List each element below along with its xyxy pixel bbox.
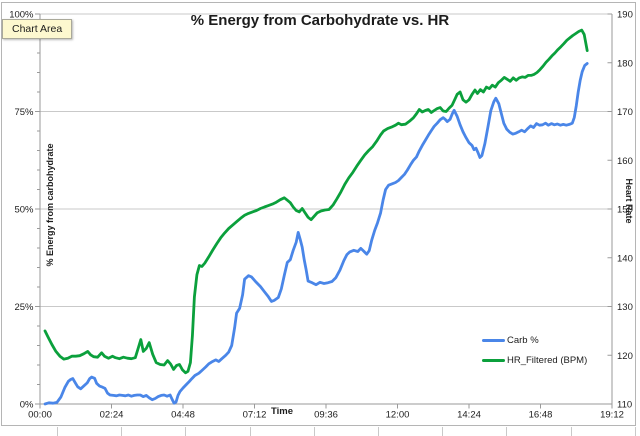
y-right-tick-label: 120 bbox=[617, 351, 633, 362]
worksheet-column-gridline bbox=[121, 427, 122, 436]
chart-area-frame[interactable] bbox=[1, 2, 636, 426]
x-axis-tick-label: 14:24 bbox=[457, 410, 481, 421]
y-left-tick-label: 50% bbox=[14, 205, 34, 216]
hr-filtered-series-line[interactable] bbox=[43, 28, 589, 375]
x-axis-title[interactable]: Time bbox=[270, 406, 293, 417]
worksheet-column-gridline bbox=[506, 427, 507, 436]
y-right-tick-label: 130 bbox=[617, 302, 633, 313]
carb-percent-series-line[interactable] bbox=[43, 62, 589, 406]
y-left-tick-label: 25% bbox=[14, 302, 34, 313]
y-right-tick-label: 110 bbox=[617, 400, 632, 411]
x-axis-tick-label: 02:24 bbox=[100, 410, 124, 421]
y-left-tick-label: 100% bbox=[9, 10, 34, 21]
legend-item-hr[interactable]: HR_Filtered (BPM) bbox=[482, 354, 588, 366]
worksheet-strip bbox=[0, 427, 640, 436]
worksheet-column-gridline bbox=[250, 427, 251, 436]
y-left-tick-label: 0% bbox=[20, 400, 34, 411]
x-axis-tick-label: 16:48 bbox=[529, 410, 553, 421]
y-right-tick-label: 160 bbox=[617, 156, 633, 167]
x-axis-tick-label: 00:00 bbox=[28, 410, 52, 421]
x-axis-tick-label: 09:36 bbox=[314, 410, 338, 421]
y-right-tick-label: 150 bbox=[617, 205, 633, 216]
y-right-tick-label: 140 bbox=[617, 253, 633, 264]
chart-title[interactable]: % Energy from Carbohydrate vs. HR bbox=[190, 12, 450, 29]
worksheet-column-gridline bbox=[378, 427, 379, 436]
y-right-axis-title[interactable]: Heart Rate bbox=[624, 178, 634, 224]
y-right-tick-label: 180 bbox=[617, 58, 633, 69]
x-axis-tick-label: 04:48 bbox=[171, 410, 195, 421]
chart-area-tooltip: Chart Area bbox=[2, 19, 73, 39]
legend-label-hr: HR_Filtered (BPM) bbox=[507, 354, 588, 366]
worksheet-column-gridline bbox=[442, 427, 443, 436]
x-axis-tick-label: 19:12 bbox=[600, 410, 624, 421]
hr-series-line-swatch-icon bbox=[482, 358, 505, 362]
y-right-tick-label: 170 bbox=[617, 107, 633, 118]
x-axis-tick-label: 07:12 bbox=[243, 410, 267, 421]
worksheet-column-gridline bbox=[571, 427, 572, 436]
legend-item-carb[interactable]: Carb % bbox=[482, 334, 587, 346]
worksheet-column-gridline bbox=[57, 427, 58, 436]
y-left-tick-label: 75% bbox=[14, 107, 34, 118]
worksheet-column-gridline bbox=[314, 427, 315, 436]
y-left-axis-title[interactable]: % Energy from carbohydrate bbox=[45, 143, 55, 267]
legend-label-carb: Carb % bbox=[507, 334, 539, 346]
worksheet-column-gridline bbox=[635, 427, 636, 436]
x-axis-tick-label: 12:00 bbox=[386, 410, 410, 421]
legend[interactable]: Carb % HR_Filtered (BPM) bbox=[482, 335, 587, 375]
y-right-tick-label: 190 bbox=[617, 10, 633, 21]
carb-series-line-swatch-icon bbox=[482, 338, 505, 342]
worksheet-column-gridline bbox=[185, 427, 186, 436]
